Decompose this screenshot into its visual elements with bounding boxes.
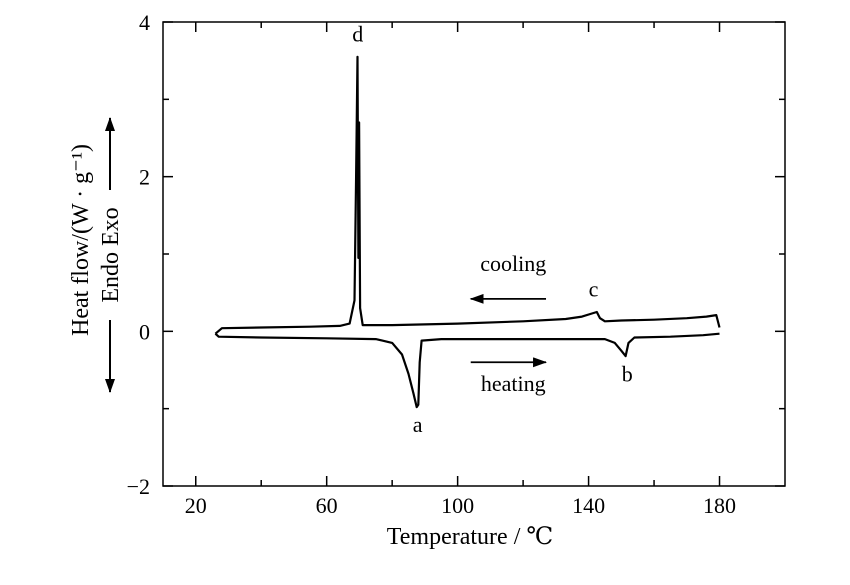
- arrows-layer: [469, 293, 548, 368]
- y-axis-title-group: Heat flow/(W · g⁻¹): [68, 144, 94, 336]
- x-tick-label: 140: [572, 493, 605, 518]
- annotation-label: a: [413, 412, 423, 437]
- annotation-layer: d c a b cooling heating: [352, 21, 632, 437]
- annotation-label: cooling: [480, 251, 546, 276]
- annotation-label: heating: [481, 371, 546, 396]
- x-axis-title: Temperature / ℃: [387, 524, 553, 550]
- series-layer: [214, 55, 721, 409]
- y-tick-label: 0: [139, 319, 150, 344]
- endo-exo-label: Endo Exo: [98, 207, 124, 302]
- dsc-curve-0: [214, 55, 721, 335]
- y-tick-label: 4: [139, 10, 150, 35]
- y-tick-label: 2: [139, 165, 150, 190]
- x-tick-label: 20: [185, 493, 207, 518]
- endo-exo-indicator: Endo Exo: [98, 117, 124, 393]
- x-tick-label: 60: [316, 493, 338, 518]
- dsc-curve-1: [214, 332, 720, 409]
- annotation-label: d: [352, 21, 363, 46]
- x-tick-label: 180: [703, 493, 736, 518]
- y-axis-title: Heat flow/(W · g⁻¹): [68, 144, 94, 336]
- plot-frame: [162, 21, 786, 487]
- annotation-label: b: [622, 362, 633, 387]
- x-tick-label: 100: [441, 493, 474, 518]
- annotation-label: c: [589, 277, 599, 302]
- y-tick-label: −2: [127, 474, 150, 499]
- ticks-layer: 20 60 100 140 180 −2 0 2 4: [127, 10, 785, 518]
